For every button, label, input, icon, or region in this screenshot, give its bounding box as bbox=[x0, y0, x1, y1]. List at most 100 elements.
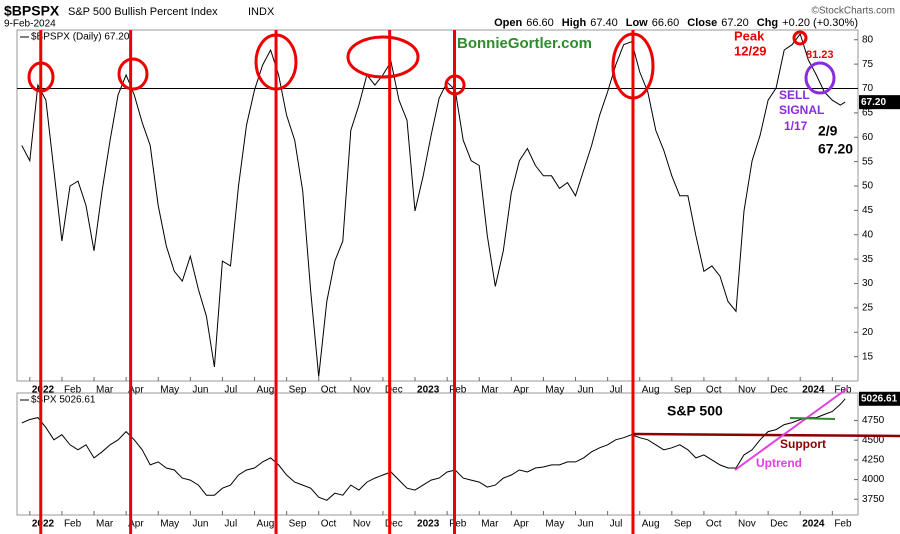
circle bbox=[792, 30, 808, 46]
x-tick-label: Jun bbox=[578, 519, 594, 530]
x-tick-label: 2024 bbox=[802, 385, 825, 396]
circle bbox=[254, 33, 298, 91]
x-tick-label: Feb bbox=[834, 385, 852, 396]
x-tick-label: Nov bbox=[738, 519, 756, 530]
x-tick-label: Oct bbox=[321, 385, 337, 396]
y-tick-label: 40 bbox=[862, 229, 874, 240]
x-tick-label: Apr bbox=[513, 385, 529, 396]
x-tick-label: Mar bbox=[481, 385, 499, 396]
x-tick-label: Aug bbox=[642, 519, 660, 530]
annotation: SIGNAL bbox=[779, 103, 824, 117]
x-tick-label: 2022 bbox=[32, 519, 55, 530]
x-tick-label: Feb bbox=[64, 385, 82, 396]
annotation: BonnieGortler.com bbox=[457, 35, 592, 52]
watermark: ©StockCharts.com bbox=[811, 6, 895, 17]
x-tick-label: Jul bbox=[610, 385, 623, 396]
x-tick-label: Jul bbox=[224, 519, 237, 530]
x-tick-label: Aug bbox=[642, 385, 660, 396]
x-tick-label: Sep bbox=[289, 385, 307, 396]
quote-value: 66.60 bbox=[652, 17, 680, 29]
y-tick-label: 75 bbox=[862, 59, 874, 70]
circle bbox=[444, 74, 466, 96]
annotation: 12/29 bbox=[734, 43, 767, 58]
y-tick-label: 15 bbox=[862, 351, 874, 362]
x-tick-label: Jun bbox=[578, 385, 594, 396]
x-tick-label: Nov bbox=[353, 519, 371, 530]
x-tick-label: 2022 bbox=[32, 385, 55, 396]
top-panel-frame bbox=[16, 29, 859, 382]
annotation: S&P 500 bbox=[667, 403, 723, 419]
exchange: INDX bbox=[248, 6, 275, 18]
annotation: 81.23 bbox=[806, 49, 834, 61]
circle bbox=[804, 61, 836, 95]
x-tick-label: Feb bbox=[449, 385, 467, 396]
symbol: $BPSPX bbox=[4, 3, 60, 19]
x-tick-label: Jul bbox=[610, 519, 623, 530]
x-tick-label: Jul bbox=[224, 385, 237, 396]
y-tick-label: 4000 bbox=[862, 474, 885, 485]
annotation: Support bbox=[780, 437, 826, 451]
y-tick-label: 3750 bbox=[862, 494, 885, 505]
quote-label: High bbox=[562, 17, 587, 29]
last-value-box bbox=[859, 95, 900, 110]
x-tick-label: Feb bbox=[449, 519, 467, 530]
bottom-panel-frame bbox=[16, 392, 859, 516]
quote-label: Open bbox=[494, 17, 522, 29]
uptrend-line bbox=[734, 387, 849, 471]
x-tick-label: Apr bbox=[128, 519, 144, 530]
x-tick-label: Feb bbox=[834, 519, 852, 530]
y-tick-label: 25 bbox=[862, 303, 874, 314]
x-tick-label: Dec bbox=[770, 519, 788, 530]
y-tick-label: 65 bbox=[862, 108, 874, 119]
x-tick-label: Feb bbox=[64, 519, 82, 530]
x-tick-label: Apr bbox=[128, 385, 144, 396]
x-tick-label: Oct bbox=[321, 519, 337, 530]
plot-layer: 15 20 25 30 35 40 45 50 55 60 65 70 75 80 2022 Feb Mar Ap… bbox=[17, 30, 900, 534]
annotation: 1/17 bbox=[784, 119, 808, 133]
date: 9-Feb-2024 bbox=[4, 19, 56, 30]
x-tick-label: 2023 bbox=[417, 385, 440, 396]
highlight-circles bbox=[27, 30, 836, 100]
x-tick-label: Dec bbox=[385, 519, 403, 530]
support-line bbox=[632, 432, 900, 438]
y-tick-label: 20 bbox=[862, 327, 874, 338]
quote-line: Open 66.60 High 67.40 Low 66.60 Close 67.20 Chg +… bbox=[494, 17, 858, 29]
x-tick-label: Apr bbox=[513, 519, 529, 530]
series-line bbox=[21, 398, 846, 501]
range-line bbox=[789, 417, 836, 420]
y-tick-label: 35 bbox=[862, 254, 874, 265]
y-tick-label: 60 bbox=[862, 132, 874, 143]
y-tick-label: 4500 bbox=[862, 435, 885, 446]
y-tick-label: 80 bbox=[862, 34, 874, 45]
x-tick-label: May bbox=[160, 385, 179, 396]
x-tick-label: Nov bbox=[738, 385, 756, 396]
quote-value: +0.20 (+0.30%) bbox=[782, 17, 858, 29]
circle bbox=[117, 57, 149, 91]
x-tick-label: Dec bbox=[770, 385, 788, 396]
y-tick-label: 50 bbox=[862, 181, 874, 192]
quote-label: Close bbox=[687, 17, 717, 29]
circle bbox=[346, 35, 420, 79]
circle bbox=[611, 32, 655, 100]
y-tick-label: 4750 bbox=[862, 415, 885, 426]
x-tick-label: Sep bbox=[289, 519, 307, 530]
last-value-label: 5026.61 bbox=[861, 393, 898, 404]
x-tick-label: Mar bbox=[481, 519, 499, 530]
y-tick-label: 55 bbox=[862, 156, 874, 167]
x-tick-label: Sep bbox=[674, 519, 692, 530]
quote-label: Low bbox=[626, 17, 648, 29]
x-tick-label: Oct bbox=[706, 385, 722, 396]
x-tick-label: 2023 bbox=[417, 519, 440, 530]
quote-value: 66.60 bbox=[526, 17, 554, 29]
legend-entry: $SPX 5026.61 bbox=[31, 395, 96, 406]
index-name: S&P 500 Bullish Percent Index bbox=[68, 6, 218, 18]
series-line bbox=[21, 32, 846, 377]
x-tick-label: Nov bbox=[353, 385, 371, 396]
y-tick-label: 45 bbox=[862, 205, 874, 216]
y-tick-label: 70 bbox=[862, 83, 874, 94]
legend-entry: $BPSPX (Daily) 67.20 bbox=[31, 32, 130, 43]
last-value-label: 67.20 bbox=[861, 97, 886, 108]
x-tick-label: Jun bbox=[192, 385, 208, 396]
